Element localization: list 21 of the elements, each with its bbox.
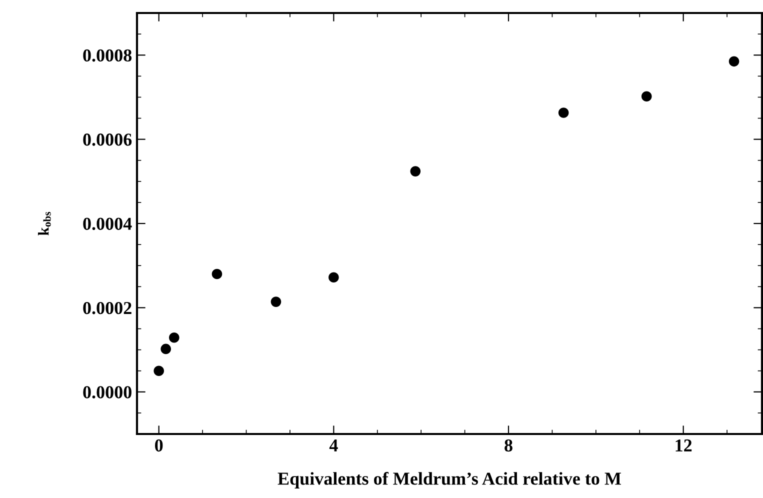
point: [641, 91, 652, 102]
x-tick-label: 0: [155, 439, 163, 452]
point: [558, 108, 569, 118]
point: [728, 56, 740, 67]
point: [160, 344, 171, 354]
point: [270, 296, 282, 307]
point: [212, 268, 222, 280]
y-tick-label: 0.0008: [83, 49, 132, 62]
x-tick-label: 4: [329, 440, 338, 452]
y-tick-label: 0.0004: [83, 218, 132, 230]
point: [410, 166, 421, 176]
x-axis-title: Equivalents of Meldrum’s Acid relative to M: [278, 472, 621, 488]
y-tick-label: 0.0006: [83, 134, 132, 146]
point: [328, 272, 339, 283]
point: [154, 366, 164, 376]
x-tick-label: 8: [504, 439, 512, 452]
x-tick-label: 12: [676, 439, 692, 452]
y-axis-title: k$_{obs}$: [38, 212, 51, 236]
y-tick-label: 0.0000: [83, 386, 132, 398]
point: [169, 332, 180, 343]
y-tick-label: 0.0002: [83, 302, 132, 314]
